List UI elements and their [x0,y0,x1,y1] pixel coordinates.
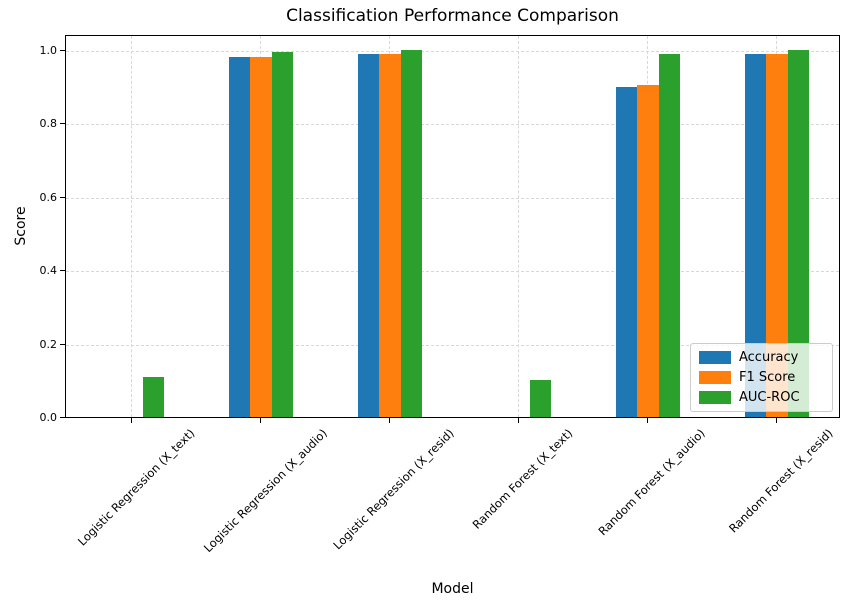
y-gridline [66,51,839,52]
x-tick-mark [776,418,777,423]
x-tick-label: Random Forest (X_text) [470,426,576,532]
plot-area: Accuracy F1 Score AUC-ROC [65,35,840,418]
x-tick-mark [131,418,132,423]
bar-auc-roc [787,50,810,417]
bar-accuracy [228,57,251,417]
y-tick-mark [60,196,65,198]
y-gridline [66,271,839,273]
x-tick-mark [647,418,648,423]
y-gridline [66,197,839,199]
y-tick-mark [60,343,65,345]
legend-swatch-auc-roc [699,391,731,405]
bar-f1-score [766,54,788,417]
x-tick-label: Logistic Regression (X_resid) [330,426,458,553]
x-tick-label: Random Forest (X_audio) [595,426,709,539]
y-gridline [66,344,839,346]
y-tick-label: 0.2 [39,337,58,351]
legend-swatch-f1-score [699,370,731,384]
bar-accuracy [357,54,380,417]
x-tick-label: Logistic Regression (X_text) [74,426,198,549]
x-axis-label: Model [431,581,474,597]
y-gridline [66,124,839,126]
x-gridline [518,36,519,417]
x-tick-label: Random Forest (X_resid) [726,426,836,536]
legend-label-auc-roc: AUC-ROC [739,390,800,406]
legend-item-f1-score: F1 Score [699,370,824,385]
legend-swatch-accuracy [699,350,731,364]
bar-f1-score [250,57,272,417]
legend: Accuracy F1 Score AUC-ROC [690,343,833,412]
y-tick-mark [60,50,65,51]
bar-auc-roc [142,377,165,417]
y-tick-mark [60,417,65,418]
chart-title: Classification Performance Comparison [286,6,619,26]
y-tick-label: 0.0 [39,411,58,424]
legend-item-accuracy: Accuracy [699,350,824,365]
legend-label-f1-score: F1 Score [739,369,796,385]
legend-label-accuracy: Accuracy [739,349,799,365]
bar-auc-roc [400,50,423,417]
legend-item-auc-roc: AUC-ROC [699,390,824,405]
y-tick-mark [60,270,65,272]
x-tick-mark [518,418,519,423]
bar-accuracy [615,87,638,417]
bar-auc-roc [271,52,294,417]
y-axis-label: Score [13,206,29,246]
bar-f1-score [637,85,659,417]
x-tick-label: Logistic Regression (X_audio) [200,426,330,556]
bar-auc-roc [529,380,552,417]
x-tick-mark [389,418,390,423]
bar-auc-roc [658,54,681,417]
y-tick-mark [60,123,65,125]
x-gridline [131,36,132,417]
x-tick-mark [260,418,261,423]
y-tick-label: 0.6 [39,190,58,204]
y-tick-label: 0.8 [39,117,58,131]
bar-f1-score [379,54,401,417]
bar-accuracy [744,54,767,417]
y-tick-label: 1.0 [39,44,58,57]
y-tick-label: 0.4 [39,264,58,278]
